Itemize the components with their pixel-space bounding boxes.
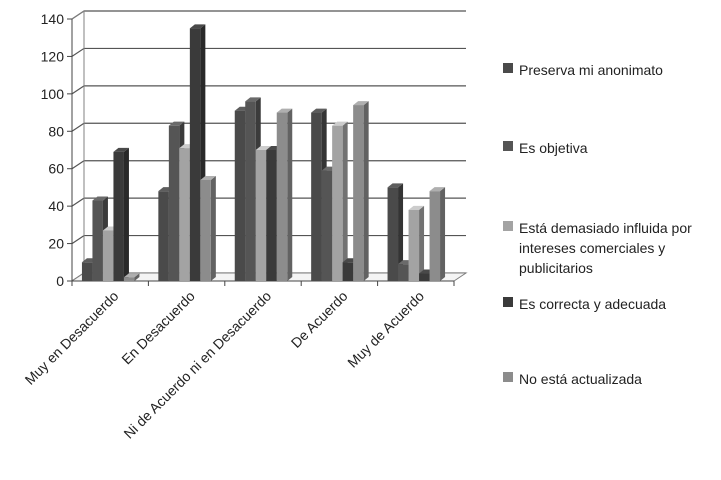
y-tick-label: 120 (41, 48, 65, 64)
legend-label: Es objetiva (519, 140, 588, 156)
gridline (71, 122, 466, 132)
legend-swatch (503, 141, 513, 151)
legend-label: Preserva mi anonimato (519, 62, 663, 78)
legend-swatch (503, 297, 513, 307)
legend-item: Es correcta y adecuada (503, 294, 719, 314)
x-tick-label: Muy de Acuerdo (344, 288, 427, 371)
legend-swatch (503, 372, 513, 382)
y-tick-label: 140 (41, 11, 65, 27)
legend: Preserva mi anonimato Es objetiva Está d… (503, 0, 721, 480)
y-tick-label: 20 (48, 236, 64, 252)
legend-item: No está actualizada (503, 369, 719, 389)
y-tick-label: 0 (56, 273, 64, 289)
bar (200, 175, 216, 281)
x-tick-label: De Acuerdo (288, 288, 351, 351)
gridline (71, 10, 466, 20)
x-tick-label: En Desacuerdo (118, 288, 198, 368)
legend-item: Preserva mi anonimato (503, 60, 719, 80)
side-wall (71, 10, 85, 282)
legend-item: Es objetiva (503, 138, 719, 158)
y-tick-label: 100 (41, 86, 65, 102)
y-tick-label: 60 (48, 161, 64, 177)
x-tick-label: Ni de Acuerdo ni en Desacuerdo (120, 288, 274, 442)
gridline (71, 47, 466, 57)
bar (332, 121, 348, 282)
bar (276, 108, 293, 281)
y-tick-label: 40 (48, 198, 64, 214)
bar (387, 183, 404, 281)
legend-swatch (503, 221, 513, 231)
x-tick-label: Muy en Desacuerdo (22, 288, 122, 388)
bar (123, 273, 140, 281)
legend-item: Está demasiado influida por intereses co… (503, 218, 719, 278)
bar (113, 147, 129, 281)
legend-label: Es correcta y adecuada (519, 296, 667, 312)
legend-label: No está actualizada (519, 371, 642, 387)
gridline (71, 85, 466, 95)
y-tick-label: 80 (48, 123, 64, 139)
legend-swatch (503, 63, 513, 73)
bar (408, 205, 425, 281)
bar (353, 101, 369, 281)
bar (429, 187, 446, 281)
bars (81, 24, 446, 282)
legend-label: Está demasiado influida por intereses co… (519, 220, 692, 276)
